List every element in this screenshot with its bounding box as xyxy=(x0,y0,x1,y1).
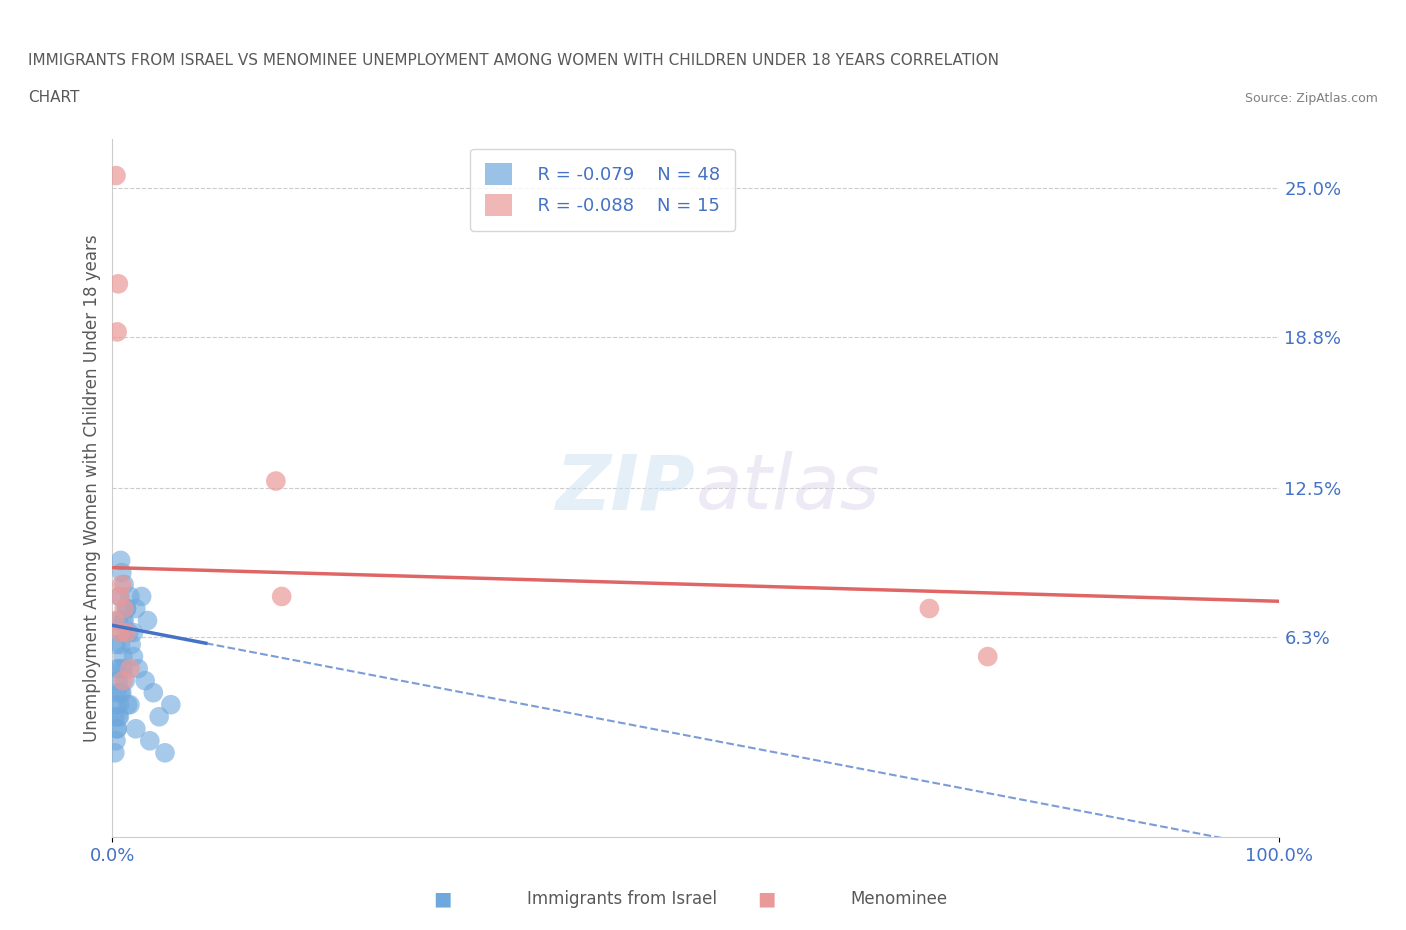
Point xyxy=(111,649,134,664)
Text: CHART: CHART xyxy=(28,90,80,105)
Point xyxy=(111,673,134,688)
Point xyxy=(125,722,148,737)
Point xyxy=(270,589,292,604)
Point xyxy=(105,722,128,737)
Point xyxy=(118,589,141,604)
Point xyxy=(107,613,129,628)
Point xyxy=(110,637,132,652)
Point xyxy=(117,698,139,712)
Point xyxy=(148,710,170,724)
Point xyxy=(105,685,128,700)
Point xyxy=(104,745,127,760)
Point xyxy=(110,553,132,568)
Point xyxy=(118,698,141,712)
Text: Source: ZipAtlas.com: Source: ZipAtlas.com xyxy=(1244,92,1378,105)
Point xyxy=(104,637,127,652)
Point xyxy=(125,601,148,616)
Point xyxy=(105,325,128,339)
Point xyxy=(976,649,998,664)
Point xyxy=(107,276,129,291)
Point xyxy=(110,685,132,700)
Point xyxy=(108,710,131,724)
Point xyxy=(107,673,129,688)
Point xyxy=(112,577,135,591)
Point xyxy=(131,589,153,604)
Point xyxy=(134,673,156,688)
Point xyxy=(111,661,134,676)
Point xyxy=(918,601,941,616)
Point xyxy=(118,625,141,640)
Point xyxy=(104,734,127,749)
Point xyxy=(122,649,145,664)
Point xyxy=(127,661,149,676)
Point xyxy=(153,745,176,760)
Point xyxy=(104,710,127,724)
Point xyxy=(104,698,127,712)
Point xyxy=(114,673,136,688)
Text: Immigrants from Israel: Immigrants from Israel xyxy=(527,890,717,908)
Point xyxy=(115,601,138,616)
Point xyxy=(160,698,183,712)
Point xyxy=(108,589,131,604)
Text: IMMIGRANTS FROM ISRAEL VS MENOMINEE UNEMPLOYMENT AMONG WOMEN WITH CHILDREN UNDER: IMMIGRANTS FROM ISRAEL VS MENOMINEE UNEM… xyxy=(28,53,1000,68)
Point xyxy=(105,661,128,676)
Point xyxy=(111,685,134,700)
Text: ■: ■ xyxy=(756,889,776,908)
Y-axis label: Unemployment Among Women with Children Under 18 years: Unemployment Among Women with Children U… xyxy=(83,234,101,742)
Point xyxy=(136,613,159,628)
Text: ■: ■ xyxy=(433,889,453,908)
Point xyxy=(122,625,145,640)
Point xyxy=(107,710,129,724)
Text: Menominee: Menominee xyxy=(851,890,948,908)
Point xyxy=(115,601,138,616)
Text: atlas: atlas xyxy=(696,451,880,525)
Point xyxy=(108,698,131,712)
Point xyxy=(115,625,138,640)
Point xyxy=(139,734,162,749)
Point xyxy=(264,473,287,488)
Point xyxy=(104,613,127,628)
Point xyxy=(142,685,165,700)
Point xyxy=(104,168,127,183)
Point xyxy=(112,613,135,628)
Point xyxy=(112,601,135,616)
Point xyxy=(108,589,131,604)
Point xyxy=(111,613,134,628)
Point xyxy=(105,722,128,737)
Point xyxy=(111,625,134,640)
Point xyxy=(108,661,131,676)
Text: ZIP: ZIP xyxy=(557,451,696,525)
Point xyxy=(111,565,134,580)
Point xyxy=(111,577,134,591)
Legend:   R = -0.079    N = 48,   R = -0.088    N = 15: R = -0.079 N = 48, R = -0.088 N = 15 xyxy=(471,149,735,231)
Point xyxy=(110,625,132,640)
Point xyxy=(120,637,142,652)
Point xyxy=(118,661,141,676)
